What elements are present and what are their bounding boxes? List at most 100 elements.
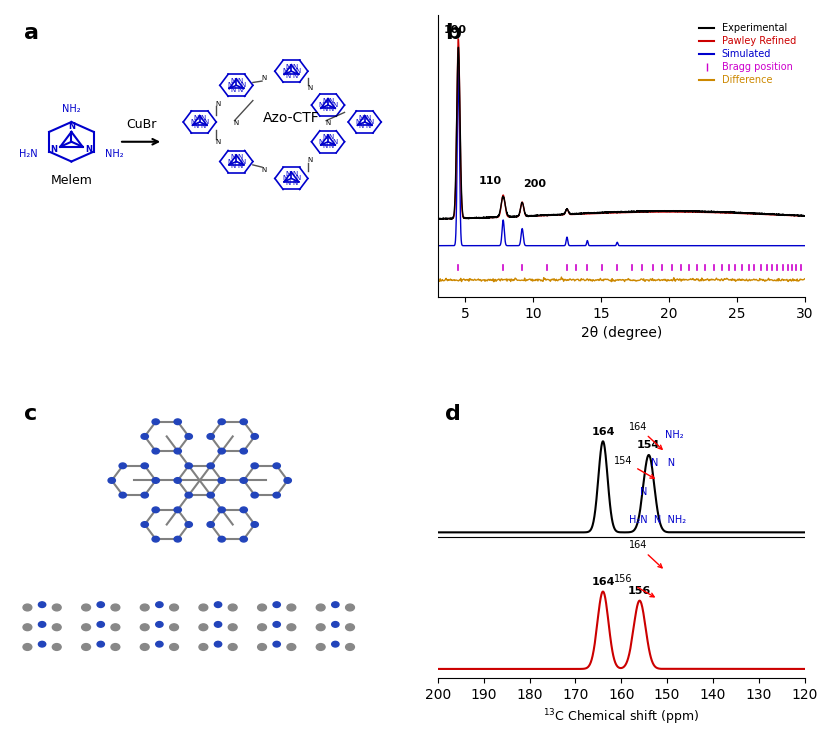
Circle shape (156, 602, 163, 607)
Circle shape (199, 604, 208, 611)
Text: H₂N  N  NH₂: H₂N N NH₂ (629, 515, 686, 525)
Text: N: N (328, 143, 334, 149)
X-axis label: 2θ (degree): 2θ (degree) (580, 326, 662, 340)
Text: N: N (50, 145, 57, 154)
Text: N: N (215, 101, 221, 107)
Text: N: N (640, 486, 647, 497)
Circle shape (287, 604, 296, 611)
Text: b: b (445, 23, 461, 43)
Text: N: N (365, 123, 370, 130)
Text: N: N (292, 180, 297, 186)
Text: N: N (369, 119, 374, 125)
Text: N: N (234, 120, 239, 127)
Circle shape (218, 448, 226, 454)
Text: N: N (237, 87, 242, 93)
X-axis label: $^{13}$C Chemical shift (ppm): $^{13}$C Chemical shift (ppm) (544, 708, 699, 727)
Circle shape (97, 621, 104, 627)
Circle shape (156, 641, 163, 647)
Circle shape (141, 522, 149, 527)
Circle shape (111, 604, 120, 611)
Circle shape (346, 624, 355, 631)
Text: N: N (286, 64, 291, 70)
Text: H₂N: H₂N (20, 150, 38, 159)
Circle shape (207, 522, 214, 527)
Circle shape (251, 463, 259, 469)
Circle shape (170, 624, 178, 631)
Circle shape (81, 604, 90, 611)
Text: N: N (286, 180, 291, 186)
Circle shape (170, 643, 178, 650)
Text: N: N (231, 87, 236, 93)
Circle shape (152, 478, 159, 483)
Circle shape (174, 448, 181, 454)
Text: 154: 154 (637, 441, 660, 450)
Circle shape (207, 433, 214, 439)
Circle shape (251, 522, 259, 527)
Circle shape (228, 643, 237, 650)
Circle shape (174, 537, 181, 542)
Circle shape (240, 507, 247, 513)
Text: N: N (282, 175, 287, 181)
Text: N: N (319, 139, 324, 144)
Text: N: N (292, 72, 297, 79)
Text: N: N (332, 139, 337, 144)
Circle shape (240, 419, 247, 425)
Circle shape (185, 463, 192, 469)
Circle shape (258, 604, 267, 611)
Circle shape (287, 624, 296, 631)
Circle shape (174, 478, 181, 483)
Circle shape (152, 448, 159, 454)
Circle shape (81, 643, 90, 650)
Text: N: N (241, 158, 245, 164)
Circle shape (214, 641, 222, 647)
Circle shape (152, 419, 159, 425)
Circle shape (316, 624, 325, 631)
Text: N: N (365, 114, 370, 121)
Text: N: N (359, 123, 364, 130)
Text: N: N (200, 114, 205, 121)
Text: d: d (445, 405, 461, 425)
Circle shape (284, 478, 291, 483)
Circle shape (199, 624, 208, 631)
Circle shape (251, 433, 259, 439)
Text: a: a (24, 23, 39, 43)
Circle shape (81, 624, 90, 631)
Text: N: N (68, 122, 75, 130)
Text: CuBr: CuBr (126, 118, 156, 130)
Text: N: N (194, 123, 199, 130)
Text: Melem: Melem (50, 174, 92, 187)
Text: N: N (322, 134, 328, 140)
Text: N: N (190, 119, 195, 125)
Circle shape (111, 624, 120, 631)
Circle shape (156, 621, 163, 627)
Circle shape (174, 419, 181, 425)
Circle shape (273, 463, 280, 469)
Circle shape (199, 643, 208, 650)
Text: 164: 164 (591, 427, 615, 437)
Circle shape (273, 492, 280, 498)
Circle shape (53, 643, 61, 650)
Text: N: N (282, 69, 287, 74)
Text: N: N (204, 119, 209, 125)
Circle shape (185, 522, 192, 527)
Text: N: N (296, 175, 300, 181)
Circle shape (23, 643, 32, 650)
Text: N: N (322, 106, 328, 113)
Circle shape (111, 643, 120, 650)
Text: N: N (194, 114, 199, 121)
Circle shape (218, 507, 226, 513)
Text: N: N (332, 102, 337, 108)
Circle shape (251, 492, 259, 498)
Circle shape (346, 643, 355, 650)
Circle shape (218, 419, 226, 425)
Circle shape (332, 621, 339, 627)
Circle shape (97, 602, 104, 607)
Circle shape (140, 624, 149, 631)
Text: N: N (286, 171, 291, 177)
Text: N: N (85, 145, 93, 154)
Circle shape (240, 478, 247, 483)
Text: NH₂: NH₂ (62, 103, 80, 113)
Circle shape (214, 602, 222, 607)
Circle shape (170, 604, 178, 611)
Circle shape (140, 604, 149, 611)
